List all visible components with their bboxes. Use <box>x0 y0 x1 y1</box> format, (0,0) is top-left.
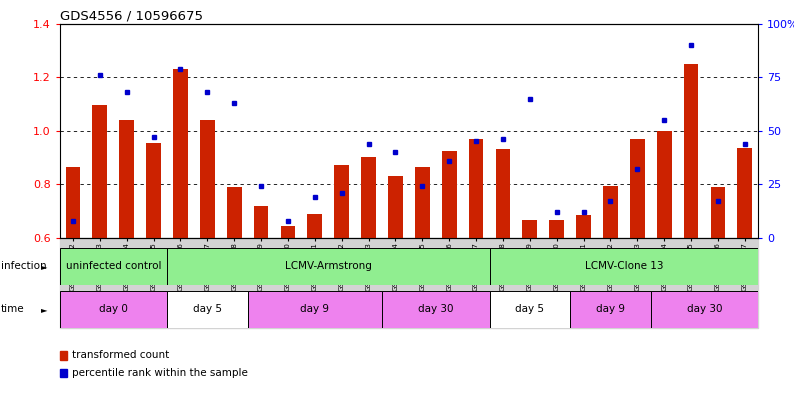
Text: day 30: day 30 <box>418 305 453 314</box>
Bar <box>60 238 758 328</box>
Text: day 9: day 9 <box>596 305 625 314</box>
Bar <box>119 120 134 238</box>
Text: day 30: day 30 <box>687 305 723 314</box>
Bar <box>92 105 107 238</box>
Bar <box>657 130 672 238</box>
Bar <box>490 248 758 285</box>
Bar <box>280 226 295 238</box>
Text: GDS4556 / 10596675: GDS4556 / 10596675 <box>60 9 202 22</box>
Text: day 5: day 5 <box>515 305 545 314</box>
Text: ►: ► <box>41 262 48 271</box>
Text: day 0: day 0 <box>99 305 128 314</box>
Bar <box>167 248 490 285</box>
Bar <box>307 214 322 238</box>
Bar <box>60 248 167 285</box>
Bar <box>382 291 490 328</box>
Bar <box>576 215 591 238</box>
Bar <box>361 158 376 238</box>
Bar <box>651 291 758 328</box>
Bar <box>254 206 268 238</box>
Text: LCMV-Armstrong: LCMV-Armstrong <box>285 261 372 271</box>
Bar <box>173 69 188 238</box>
Bar <box>388 176 403 238</box>
Bar <box>630 139 645 238</box>
Bar <box>738 148 752 238</box>
Text: day 5: day 5 <box>193 305 222 314</box>
Text: time: time <box>1 305 25 314</box>
Bar <box>490 291 570 328</box>
Text: transformed count: transformed count <box>72 350 169 360</box>
Bar <box>684 64 699 238</box>
Bar <box>248 291 382 328</box>
Bar <box>334 165 349 238</box>
Bar <box>167 291 248 328</box>
Bar <box>603 185 618 238</box>
Bar <box>711 187 726 238</box>
Bar <box>522 220 538 238</box>
Bar <box>60 291 167 328</box>
Text: day 9: day 9 <box>300 305 330 314</box>
Bar <box>495 149 511 238</box>
Text: uninfected control: uninfected control <box>66 261 161 271</box>
Text: LCMV-Clone 13: LCMV-Clone 13 <box>584 261 663 271</box>
Bar <box>146 143 161 238</box>
Bar <box>570 291 651 328</box>
Bar <box>415 167 430 238</box>
Bar <box>66 167 80 238</box>
Bar <box>549 220 564 238</box>
Text: infection: infection <box>1 261 46 271</box>
Text: ►: ► <box>41 305 48 314</box>
Text: percentile rank within the sample: percentile rank within the sample <box>72 368 249 378</box>
Bar <box>441 151 457 238</box>
Bar <box>468 139 484 238</box>
Bar <box>227 187 241 238</box>
Bar <box>200 120 214 238</box>
